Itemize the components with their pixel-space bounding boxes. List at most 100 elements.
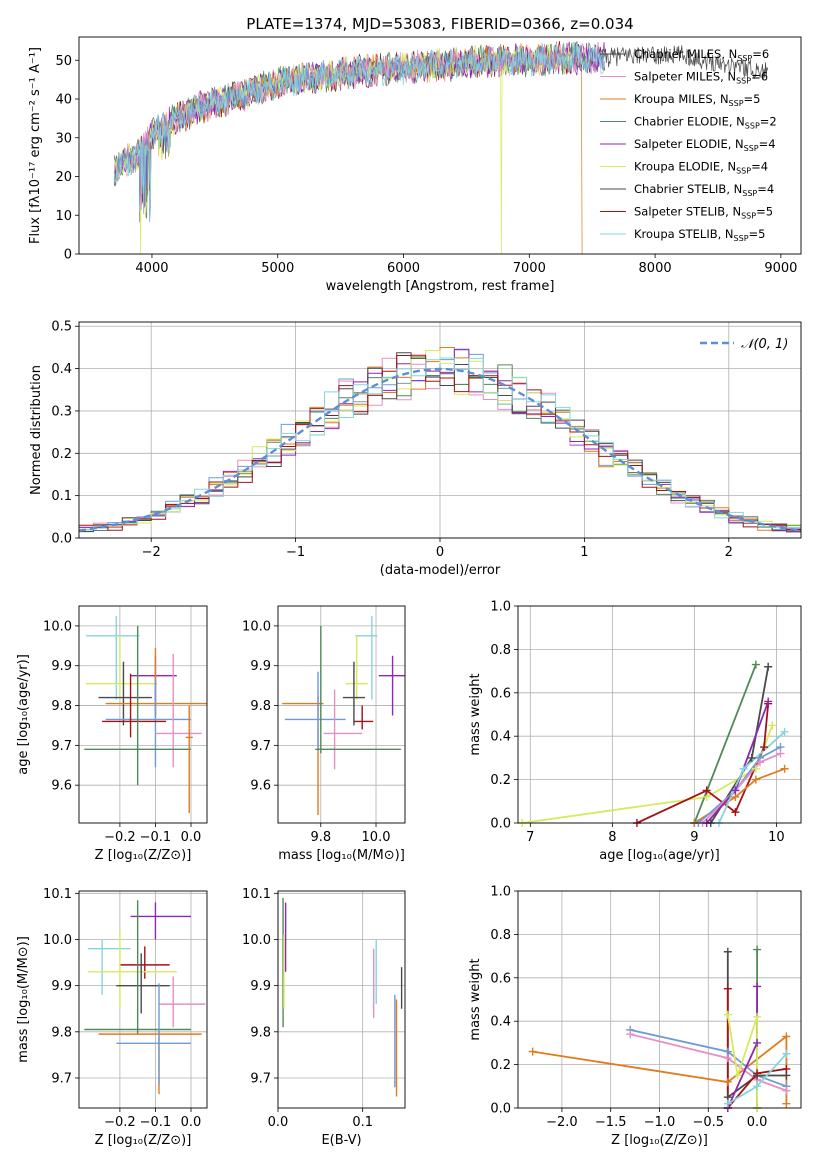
panel-weight_vs_age: 7 8 9 10 0.0 0.2 0.4 0.6 0.8 1.0 age [log₁₀(age/yr… <box>468 600 802 863</box>
x-tick-label: 6000 <box>387 261 420 276</box>
axes-frame <box>78 321 802 539</box>
weight-marker-salpeter_miles <box>755 758 764 767</box>
axes-frame <box>517 890 802 1109</box>
x-tick-label: 7 <box>526 830 534 845</box>
y-tick-label: 0.0 <box>490 817 511 832</box>
legend-subscript: SSP <box>745 122 760 131</box>
legend-count: =4 <box>751 160 768 174</box>
weight-marker-kroupa_miles <box>528 1047 537 1056</box>
x-tick-label: 4000 <box>135 261 168 276</box>
plot-area <box>79 347 801 533</box>
weight-marker-kroupa_miles <box>780 764 789 773</box>
weight-marker-kroupa_miles <box>782 1032 791 1041</box>
weight-marker-salpeter_elodie <box>753 1038 762 1047</box>
x-tick-label: 1 <box>580 545 588 560</box>
y-axis-label: Normed distribution <box>29 365 44 495</box>
legend-entry: Salpeter ELODIE, NSSP=4 <box>634 137 776 153</box>
x-axis-label: wavelength [Angstrom, rest frame] <box>326 279 555 294</box>
panel-weight_vs_Z: −2.0 −1.5 −1.0 −0.5 0.0 0.0 0.2 0.4 0.6 0.8 1.0 Z [… <box>468 885 802 1148</box>
plot-area <box>113 40 769 254</box>
legend-label: Salpeter STELIB, N <box>634 205 741 219</box>
legend-label: Salpeter MILES, N <box>634 70 736 84</box>
chart-layer: 4000 5000 6000 7000 8000 900001020304050wavel… <box>16 36 802 1148</box>
y-tick-label: 9.8 <box>250 699 271 714</box>
y-tick-label: 0.0 <box>51 532 72 547</box>
legend-subscript: SSP <box>736 77 751 86</box>
weight-line-kroupa_elodie <box>726 1014 758 1108</box>
weight-marker-kroupa_stelib <box>780 727 789 736</box>
x-axis-label: mass [log₁₀(M/M⊙)] <box>278 848 405 863</box>
legend-entry: Kroupa STELIB, NSSP=5 <box>634 227 765 243</box>
y-axis-label: Flux [fλ10⁻¹⁷ erg cm⁻² s⁻¹ A⁻¹] <box>28 47 43 244</box>
weight-marker-kroupa_elodie <box>733 1071 742 1080</box>
plot-area <box>521 664 786 823</box>
normal-curve <box>79 367 801 532</box>
y-tick-label: 0.2 <box>490 1058 511 1073</box>
y-tick-label: 0.4 <box>51 362 72 377</box>
y-tick-label: 9.6 <box>51 779 72 794</box>
panel-residuals: −2 −1 0 1 2 0.0 0.1 0.2 0.3 0.4 0.5 (data-model)/er… <box>29 320 802 578</box>
legend-subscript: SSP <box>744 144 759 153</box>
y-tick-label: 10.0 <box>242 619 271 634</box>
x-axis-label: age [log₁₀(age/yr)] <box>599 848 720 863</box>
y-tick-label: 0.6 <box>490 686 511 701</box>
legend-count: =6 <box>751 70 768 84</box>
x-tick-label: 5000 <box>261 261 294 276</box>
weight-marker-chabrier_elodie <box>753 945 762 954</box>
weight-marker-kroupa_stelib <box>753 1082 762 1091</box>
x-axis-label: E(B-V) <box>321 1133 361 1148</box>
weight-marker-kroupa_elodie <box>768 721 777 730</box>
weight-marker-kroupa_miles <box>723 1077 732 1086</box>
y-tick-label: 9.7 <box>250 739 271 754</box>
weight-marker-salpeter_elodie <box>764 697 773 706</box>
y-tick-label: 9.8 <box>51 1025 72 1040</box>
y-tick-label: 10.0 <box>43 619 72 634</box>
x-tick-label: −2 <box>142 545 161 560</box>
plot-area <box>84 615 207 814</box>
axes-frame <box>78 605 208 824</box>
legend-label: Kroupa MILES, N <box>634 92 729 106</box>
y-tick-label: 30 <box>55 131 72 146</box>
weight-marker-kroupa_miles <box>782 1099 791 1108</box>
y-tick-label: 1.0 <box>490 885 511 900</box>
axes-frame <box>277 890 406 1109</box>
x-tick-label: 8 <box>608 830 616 845</box>
legend-count: =5 <box>756 205 773 219</box>
legend-subscript: SSP <box>734 234 749 243</box>
x-tick-label: −1.0 <box>644 1115 676 1130</box>
y-tick-label: 0.5 <box>51 320 72 335</box>
legend-label: Kroupa STELIB, N <box>634 227 734 241</box>
panel-age_vs_Z: −0.2 −0.1 0.0 9.6 9.7 9.8 9.9 10.0 Z [log₁₀(Z/Z⊙… <box>16 605 208 863</box>
plot-area <box>84 900 206 1095</box>
x-tick-label: 8000 <box>639 261 672 276</box>
histogram-salpeter_elodie <box>79 349 801 533</box>
x-tick-label: −0.1 <box>140 830 172 845</box>
axes-frame <box>78 36 802 255</box>
y-tick-label: 1.0 <box>490 600 511 615</box>
weight-marker-chabrier_stelib <box>764 662 773 671</box>
y-tick-label: 50 <box>55 54 72 69</box>
panel-mass_vs_Z: −0.2 −0.1 0.0 9.7 9.8 9.9 10.0 10.1 Z [log₁₀(Z/Z… <box>16 887 208 1148</box>
legend-label: Chabrier ELODIE, N <box>634 115 745 129</box>
y-tick-label: 10.0 <box>43 933 72 948</box>
weight-marker-salpeter_stelib <box>753 1069 762 1078</box>
y-tick-label: 0.3 <box>51 404 72 419</box>
y-tick-label: 9.7 <box>250 1071 271 1086</box>
legend-count: =4 <box>757 182 774 196</box>
y-tick-label: 0.2 <box>51 447 72 462</box>
y-tick-label: 9.9 <box>51 659 72 674</box>
legend-entry: Salpeter STELIB, NSSP=5 <box>634 205 773 221</box>
y-tick-label: 0.4 <box>490 730 511 745</box>
x-tick-label: −0.2 <box>104 1115 136 1130</box>
spectrum-line-kroupa_stelib <box>113 41 606 215</box>
legend-label: Chabrier STELIB, N <box>634 182 742 196</box>
y-tick-label: 9.7 <box>51 1071 72 1086</box>
x-tick-label: −0.5 <box>693 1115 725 1130</box>
weight-marker-kroupa_stelib <box>739 764 748 773</box>
weight-marker-salpeter_miles <box>776 749 785 758</box>
y-tick-label: 0.2 <box>490 773 511 788</box>
y-tick-label: 20 <box>55 170 72 185</box>
histogram-salpeter_stelib <box>79 354 801 531</box>
legend-entry: Chabrier ELODIE, NSSP=2 <box>634 115 777 131</box>
